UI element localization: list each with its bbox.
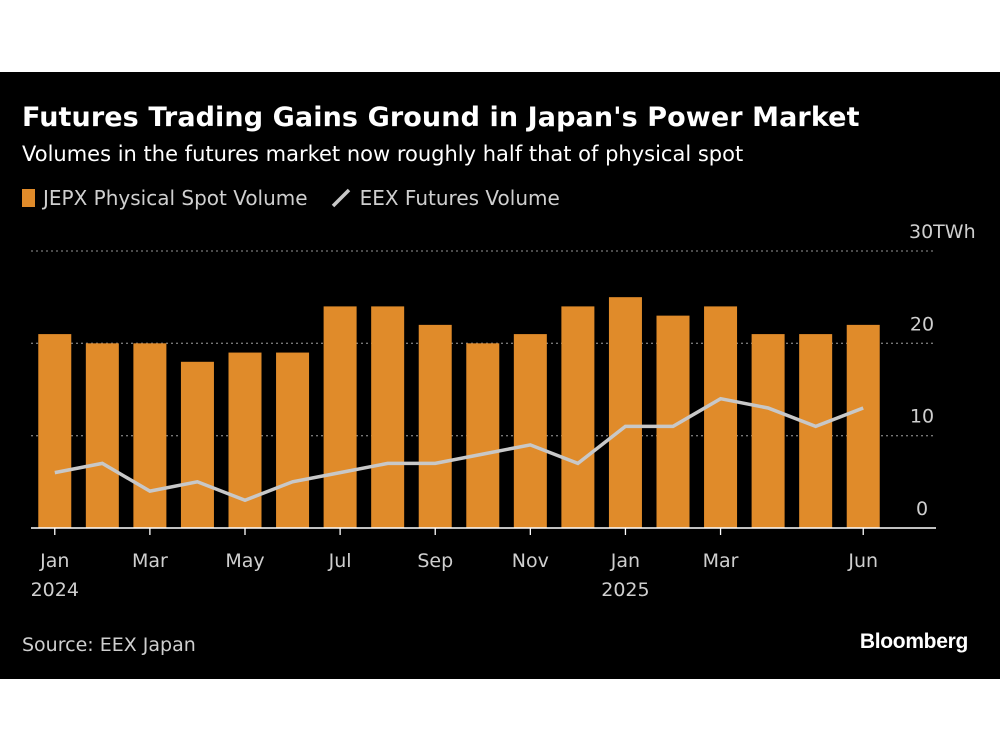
legend-label-futures: EEX Futures Volume [359,186,560,210]
futures-line [54,396,864,503]
bar [133,343,167,528]
y-tick-label: 30TWh [909,221,976,243]
bloomberg-logo: Bloomberg [859,630,968,653]
x-tick-label: Jan [39,550,69,572]
bar [513,334,547,528]
x-tick-label: Jul [328,550,352,572]
bar [323,306,357,528]
x-year-label: 2025 [601,579,649,601]
x-tick-label: Jun [847,550,878,572]
bar [656,315,690,528]
x-tick-label: Mar [132,550,168,572]
bar [371,306,405,528]
x-year-label: 2024 [31,579,79,601]
chart-card: Futures Trading Gains Ground in Japan's … [0,72,1000,679]
bar [799,334,833,528]
x-tick-label: Mar [703,550,739,572]
chart-title: Futures Trading Gains Ground in Japan's … [22,102,860,133]
bar [418,324,452,528]
legend-swatch-line [331,188,350,208]
legend-item-spot: JEPX Physical Spot Volume [22,186,308,210]
y-tick-label: 0 [916,498,928,520]
bar [561,306,595,528]
bar [608,297,642,528]
y-tick-label: 20 [910,313,934,335]
bar [180,361,214,528]
x-tick-label: Nov [512,550,549,572]
legend-item-futures: EEX Futures Volume [330,186,560,210]
x-tick-label: Sep [417,550,453,572]
x-tick-label: May [225,550,264,572]
bar [846,324,880,528]
chart-subtitle: Volumes in the futures market now roughl… [22,142,744,166]
y-tick-label: 10 [910,406,934,428]
chart-plot: 0 10 20 30TWh Jan 2024 Mar May Jul Sep Nov Jan 2025 M… [31,221,976,601]
legend-swatch-bar [22,189,35,207]
source-note: Source: EEX Japan [22,634,196,656]
bar [704,306,738,528]
bar [85,343,119,528]
bar [466,343,500,528]
legend: JEPX Physical Spot Volume EEX Futures Vo… [22,185,582,211]
legend-label-spot: JEPX Physical Spot Volume [43,186,308,210]
bar [276,352,310,528]
bar [38,334,72,528]
bar [751,334,785,528]
x-tick-label: Jan [610,550,640,572]
